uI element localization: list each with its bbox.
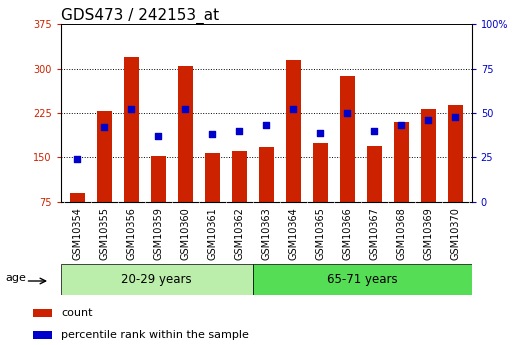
Text: GSM10355: GSM10355 [99, 207, 109, 260]
Bar [259, 147, 274, 202]
Text: GSM10361: GSM10361 [207, 207, 217, 259]
Bar [70, 193, 85, 202]
Bar [313, 142, 328, 202]
Text: 20-29 years: 20-29 years [121, 273, 192, 286]
Bar [178, 66, 193, 202]
Text: 65-71 years: 65-71 years [327, 273, 398, 286]
Bar [367, 146, 382, 202]
Bar [205, 153, 220, 202]
Text: GSM10363: GSM10363 [261, 207, 271, 259]
Point [343, 110, 351, 116]
Text: GSM10356: GSM10356 [126, 207, 136, 260]
Text: percentile rank within the sample: percentile rank within the sample [61, 330, 249, 340]
Bar [151, 156, 166, 202]
Bar [340, 76, 355, 202]
Text: GSM10364: GSM10364 [288, 207, 298, 259]
Bar [124, 57, 139, 202]
Text: GSM10367: GSM10367 [369, 207, 379, 260]
Bar [421, 109, 436, 202]
Text: count: count [61, 308, 93, 318]
Text: GSM10368: GSM10368 [396, 207, 407, 259]
Bar [33, 309, 52, 317]
Text: GDS473 / 242153_at: GDS473 / 242153_at [61, 8, 219, 24]
Point [397, 123, 405, 128]
Point [208, 131, 217, 137]
Point [262, 123, 270, 128]
Text: GSM10370: GSM10370 [450, 207, 461, 260]
Text: GSM10366: GSM10366 [342, 207, 352, 259]
Point [127, 107, 136, 112]
Text: GSM10359: GSM10359 [153, 207, 163, 260]
Bar [394, 122, 409, 202]
Text: GSM10362: GSM10362 [234, 207, 244, 260]
Text: GSM10354: GSM10354 [72, 207, 82, 260]
Bar [253, 264, 472, 295]
Bar [232, 151, 247, 202]
Text: GSM10360: GSM10360 [180, 207, 190, 259]
Point [370, 128, 378, 134]
Text: GSM10365: GSM10365 [315, 207, 325, 260]
Text: age: age [5, 273, 26, 283]
Bar [33, 331, 52, 339]
Point [100, 125, 109, 130]
Bar [61, 264, 253, 295]
Text: GSM10369: GSM10369 [423, 207, 434, 259]
Point [424, 117, 432, 123]
Point [235, 128, 244, 134]
Bar [286, 60, 301, 202]
Bar [97, 111, 112, 202]
Point [451, 114, 460, 119]
Point [73, 156, 82, 162]
Point [154, 133, 163, 139]
Point [289, 107, 297, 112]
Point [316, 130, 324, 135]
Bar [448, 105, 463, 202]
Point [181, 107, 190, 112]
